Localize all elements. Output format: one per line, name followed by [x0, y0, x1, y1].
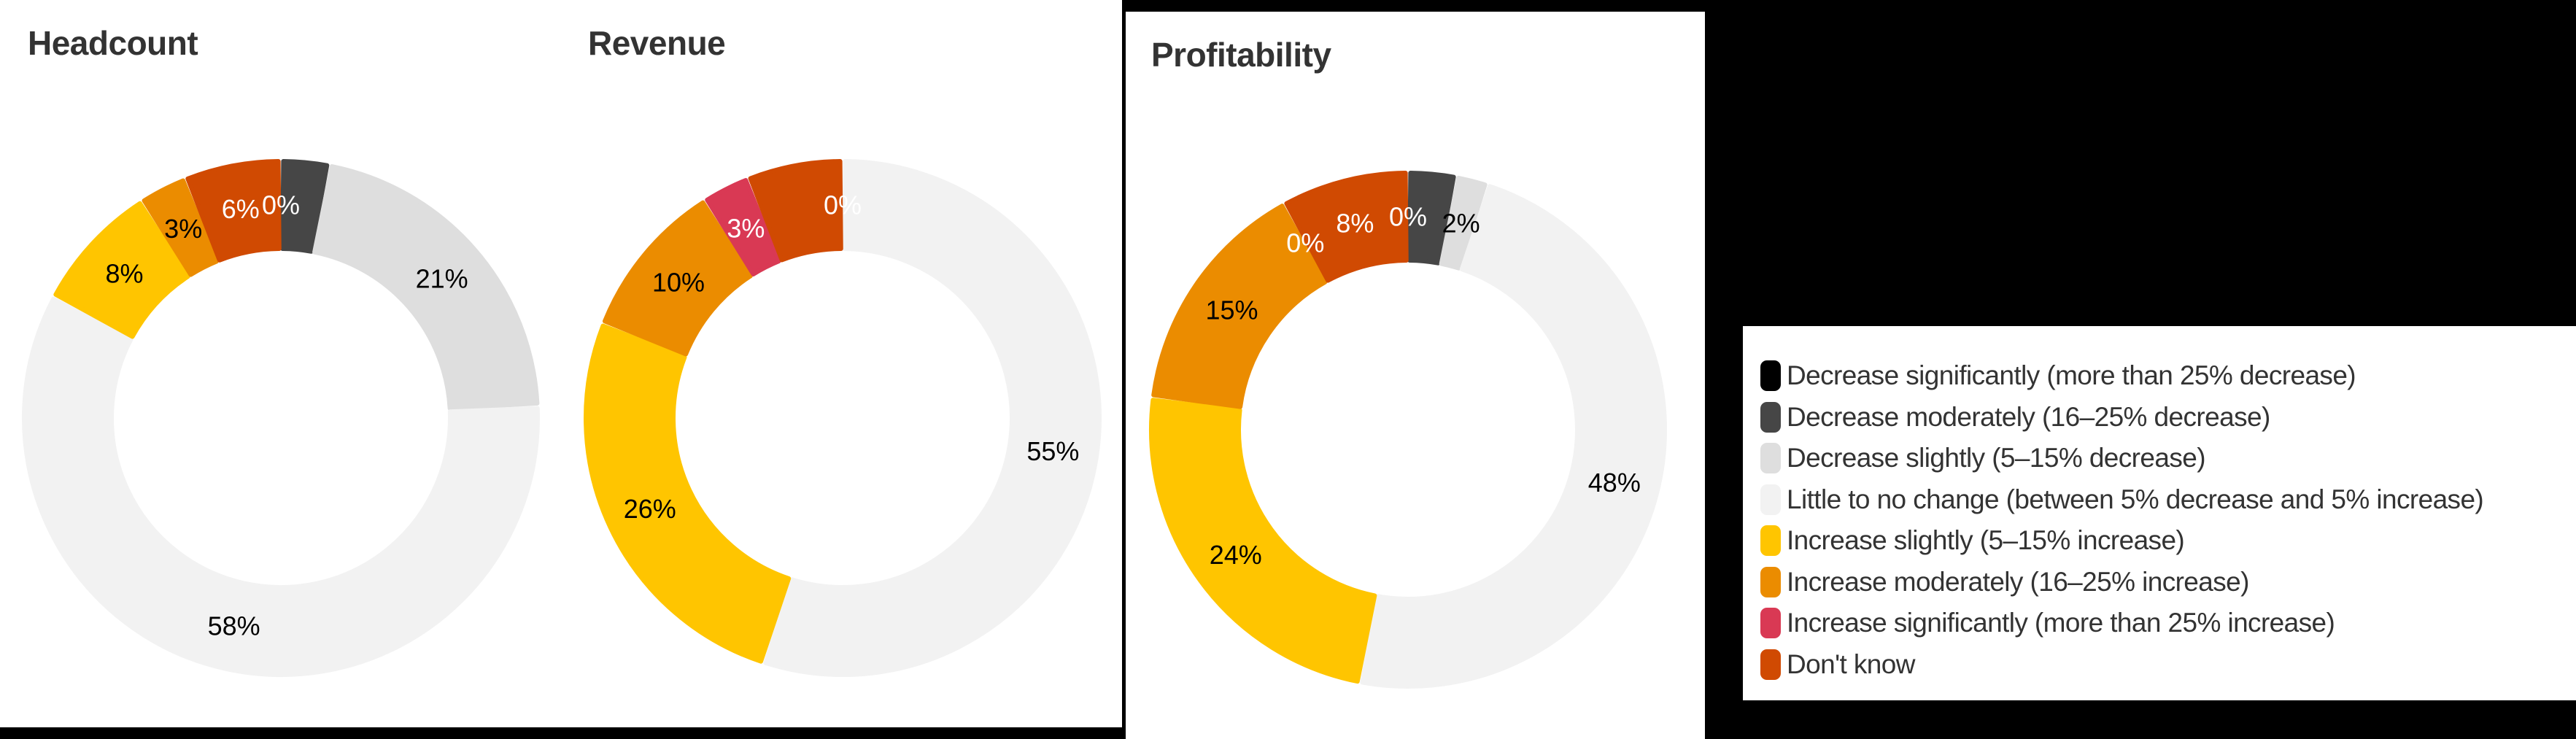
donut-segment-dont_know[interactable]: [185, 159, 282, 263]
donut-segment-dec_sli[interactable]: [312, 164, 540, 411]
legend-swatch-icon: [1760, 401, 1781, 433]
legend-item-dont-know: Don't know: [1760, 644, 2483, 686]
data-label-inc_sli: 24%: [1210, 540, 1262, 570]
data-label-no_change: 58%: [208, 611, 260, 641]
legend-panel: Decrease significantly (more than 25% de…: [1743, 326, 2576, 700]
legend-swatch-icon: [1760, 525, 1781, 557]
headcount-revenue-panel: Headcount Revenue 0% 21% 58% 8% 3% 6% 0% 55% 26…: [0, 0, 1122, 727]
donut-segment-dont_know[interactable]: [748, 159, 843, 263]
donut-segment-inc_sig[interactable]: [705, 177, 781, 276]
legend-item-decrease-slightly: Decrease slightly (5–15% decrease): [1760, 438, 2483, 479]
donut-segment-inc_sli[interactable]: [53, 201, 190, 339]
data-label-inc_sli: 8%: [105, 258, 143, 288]
legend-label: Decrease significantly (more than 25% de…: [1787, 360, 2356, 391]
legend-label: Don't know: [1787, 649, 1915, 679]
legend-label: Increase slightly (5–15% increase): [1787, 525, 2185, 556]
donut-segment-no_change[interactable]: [22, 296, 540, 677]
legend: Decrease significantly (more than 25% de…: [1760, 355, 2484, 686]
legend-item-decrease-moderately: Decrease moderately (16–25% decrease): [1760, 397, 2483, 438]
donut-segment-dec_mod[interactable]: [1407, 171, 1456, 266]
donut-segment-inc_mod[interactable]: [142, 178, 219, 277]
data-label-inc_sig: 0%: [1286, 228, 1324, 258]
donut-segment-dec_mod[interactable]: [280, 159, 330, 254]
legend-swatch-icon: [1760, 484, 1781, 515]
legend-item-increase-significantly: Increase significantly (more than 25% in…: [1760, 603, 2483, 644]
donut-segment-no_change[interactable]: [1360, 184, 1667, 689]
profitability-title: Profitability: [1151, 36, 1331, 74]
donut-segment-dont_know[interactable]: [1284, 171, 1409, 283]
data-label-dont_know: 8%: [1336, 209, 1374, 239]
legend-item-decrease-significantly: Decrease significantly (more than 25% de…: [1760, 355, 2483, 397]
headcount-donut-chart: 0% 21% 58% 8% 3% 6%: [22, 159, 540, 677]
donut-segment-inc_mod[interactable]: [1151, 204, 1328, 409]
legend-item-increase-moderately: Increase moderately (16–25% increase): [1760, 562, 2483, 603]
data-label-inc_sli: 26%: [624, 494, 676, 524]
donut-segment-no_change[interactable]: [763, 159, 1102, 677]
revenue-donut-chart: 0% 55% 26% 10% 3%: [584, 159, 1102, 677]
legend-swatch-icon: [1760, 566, 1781, 597]
data-label-dec_sli: 2%: [1442, 209, 1480, 239]
data-label-no_change: 55%: [1026, 436, 1079, 466]
legend-label: Increase significantly (more than 25% in…: [1787, 608, 2335, 638]
data-label-dec_sig: 0%: [824, 190, 862, 220]
data-label-inc_mod: 15%: [1205, 295, 1258, 325]
data-label-inc_mod: 10%: [652, 267, 705, 297]
legend-item-little-to-no-change: Little to no change (between 5% decrease…: [1760, 479, 2484, 521]
legend-swatch-icon: [1760, 443, 1781, 474]
data-label-dec_sli: 21%: [416, 263, 468, 293]
data-label-dec_sig: 0%: [262, 190, 300, 220]
donut-segment-inc_sli[interactable]: [584, 323, 792, 664]
legend-label: Increase moderately (16–25% increase): [1787, 566, 2249, 597]
data-label-no_change: 48%: [1588, 468, 1641, 498]
donut-segment-inc_mod[interactable]: [602, 200, 753, 357]
data-label-dont_know: 6%: [222, 194, 260, 224]
data-label-dec_sig: 0%: [1389, 202, 1427, 232]
donut-segment-inc_sli[interactable]: [1149, 398, 1377, 684]
legend-label: Little to no change (between 5% decrease…: [1787, 484, 2484, 514]
legend-swatch-icon: [1760, 360, 1781, 392]
legend-item-increase-slightly: Increase slightly (5–15% increase): [1760, 520, 2483, 562]
profitability-panel: Profitability 0% 2% 48% 24% 15% 0% 8%: [1126, 12, 1705, 739]
profitability-donut-chart: 0% 2% 48% 24% 15% 0% 8%: [1149, 171, 1667, 689]
legend-label: Decrease moderately (16–25% decrease): [1787, 401, 2270, 432]
legend-swatch-icon: [1760, 649, 1781, 680]
data-label-inc_sig: 3%: [727, 213, 765, 243]
headcount-title: Headcount: [28, 24, 198, 62]
legend-swatch-icon: [1760, 608, 1781, 639]
legend-label: Decrease slightly (5–15% decrease): [1787, 443, 2206, 473]
donut-segment-dec_sli[interactable]: [1439, 175, 1488, 271]
data-label-inc_mod: 3%: [164, 214, 202, 244]
revenue-title: Revenue: [588, 24, 726, 62]
